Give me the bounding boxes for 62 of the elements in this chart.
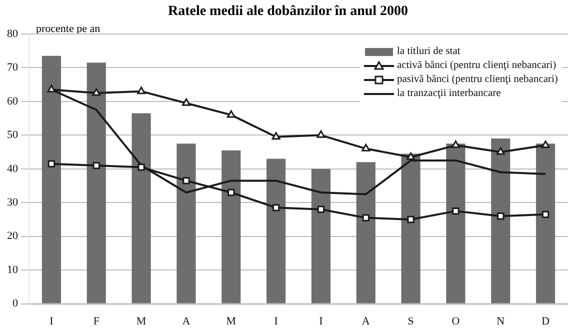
x-tick-label: D bbox=[542, 315, 550, 328]
point bbox=[497, 212, 504, 220]
point bbox=[362, 144, 370, 152]
bar bbox=[266, 158, 286, 304]
point bbox=[317, 206, 325, 213]
x-tick-label: M bbox=[136, 315, 146, 328]
y-tick-label: 40 bbox=[7, 162, 18, 175]
legend-label: la tranzacţii interbancare bbox=[397, 87, 501, 101]
x-tick-label: I bbox=[274, 315, 278, 328]
point bbox=[92, 162, 100, 170]
bar bbox=[401, 154, 420, 304]
x-tick-label: S bbox=[408, 315, 414, 328]
point bbox=[272, 204, 280, 212]
point bbox=[182, 177, 190, 184]
x-tick-label: A bbox=[362, 315, 370, 328]
point bbox=[272, 132, 280, 140]
y-tick-label: 50 bbox=[7, 129, 18, 142]
bar bbox=[356, 162, 376, 304]
bar bbox=[222, 150, 241, 304]
point bbox=[226, 110, 236, 118]
point bbox=[452, 207, 460, 215]
legend-label: activă bănci (pentru clienţi nebancari) bbox=[397, 59, 556, 73]
x-tick-label: I bbox=[319, 315, 324, 328]
x-tick-label: O bbox=[452, 315, 460, 328]
y-tick-label: 20 bbox=[7, 230, 18, 242]
legend-label: la titluri de stat bbox=[397, 45, 460, 59]
point bbox=[541, 140, 550, 148]
bar bbox=[132, 113, 151, 304]
y-tick-label: 60 bbox=[7, 95, 18, 108]
point bbox=[542, 210, 550, 218]
bar bbox=[311, 168, 331, 304]
y-tick-label: 30 bbox=[7, 196, 18, 209]
bar bbox=[491, 138, 510, 304]
x-tick-label: N bbox=[496, 315, 505, 328]
point bbox=[138, 164, 145, 171]
legend-label: pasivă bănci (pentru clienţi nebancari) bbox=[397, 73, 558, 87]
point bbox=[362, 214, 370, 222]
y-tick-label: 70 bbox=[7, 62, 18, 74]
point bbox=[47, 84, 56, 92]
point bbox=[316, 130, 326, 138]
point bbox=[496, 147, 505, 155]
x-tick-label: A bbox=[182, 315, 190, 328]
y-tick-label: 0 bbox=[12, 298, 18, 310]
point bbox=[48, 160, 56, 168]
bar bbox=[86, 62, 106, 304]
point bbox=[451, 140, 460, 148]
chart-title: Ratele medii ale dobânzilor în anul 2000 bbox=[166, 4, 410, 20]
y-tick-label: 10 bbox=[7, 264, 18, 276]
bar bbox=[446, 144, 466, 304]
point bbox=[92, 88, 101, 96]
point bbox=[407, 216, 414, 224]
point bbox=[406, 152, 416, 160]
point bbox=[137, 86, 146, 94]
y-tick-label: 80 bbox=[7, 28, 18, 40]
bar bbox=[536, 144, 556, 304]
x-tick-label: M bbox=[226, 315, 236, 328]
bar bbox=[42, 56, 62, 304]
point bbox=[182, 98, 190, 106]
point bbox=[228, 188, 235, 196]
x-tick-label: I bbox=[50, 315, 54, 328]
bar bbox=[176, 144, 196, 304]
x-tick-label: F bbox=[93, 315, 100, 328]
